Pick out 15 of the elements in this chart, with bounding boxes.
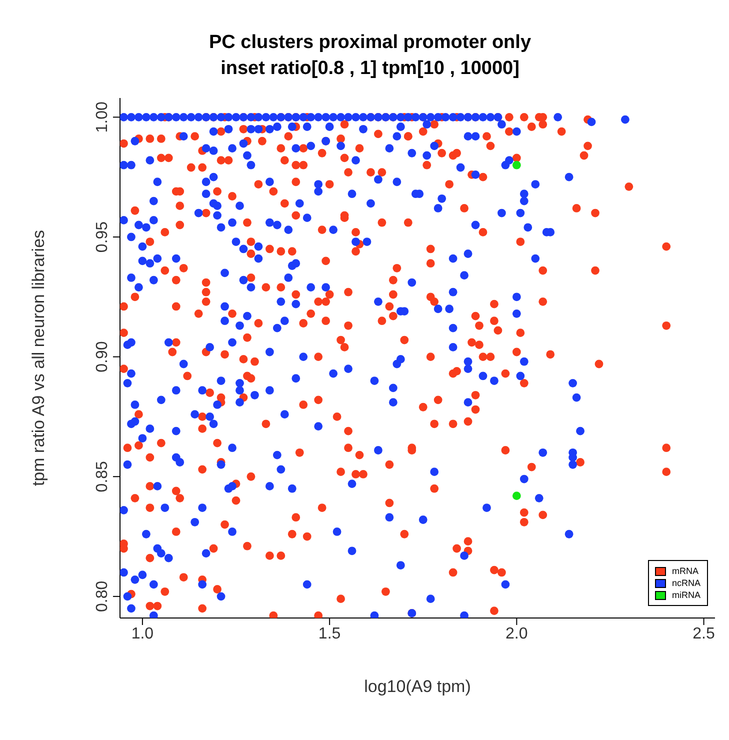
y-axis-title: tpm ratio A9 vs all neuron libraries: [29, 230, 48, 486]
legend-label: ncRNA: [672, 577, 701, 589]
x-tick-label: 2.0: [506, 625, 528, 642]
y-tick-label: 0.85: [94, 460, 111, 492]
x-tick-label: 2.5: [692, 625, 715, 642]
x-tick-label: 1.5: [318, 625, 341, 642]
legend-label: mRNA: [672, 565, 698, 577]
x-tick-label: 1.0: [131, 625, 154, 642]
chart-title: PC clusters proximal promoter only inset ratio[0.8 , 1] tpm[10 , 10000]: [208, 31, 532, 81]
y-tick-label: 1.00: [94, 102, 111, 133]
y-tick-label: 0.80: [94, 580, 111, 612]
y-tick-label: 0.90: [94, 341, 111, 372]
y-tick-label: 0.95: [94, 221, 111, 253]
legend-label: miRNA: [672, 589, 700, 601]
x-axis-title: log10(A9 tpm): [364, 677, 471, 696]
